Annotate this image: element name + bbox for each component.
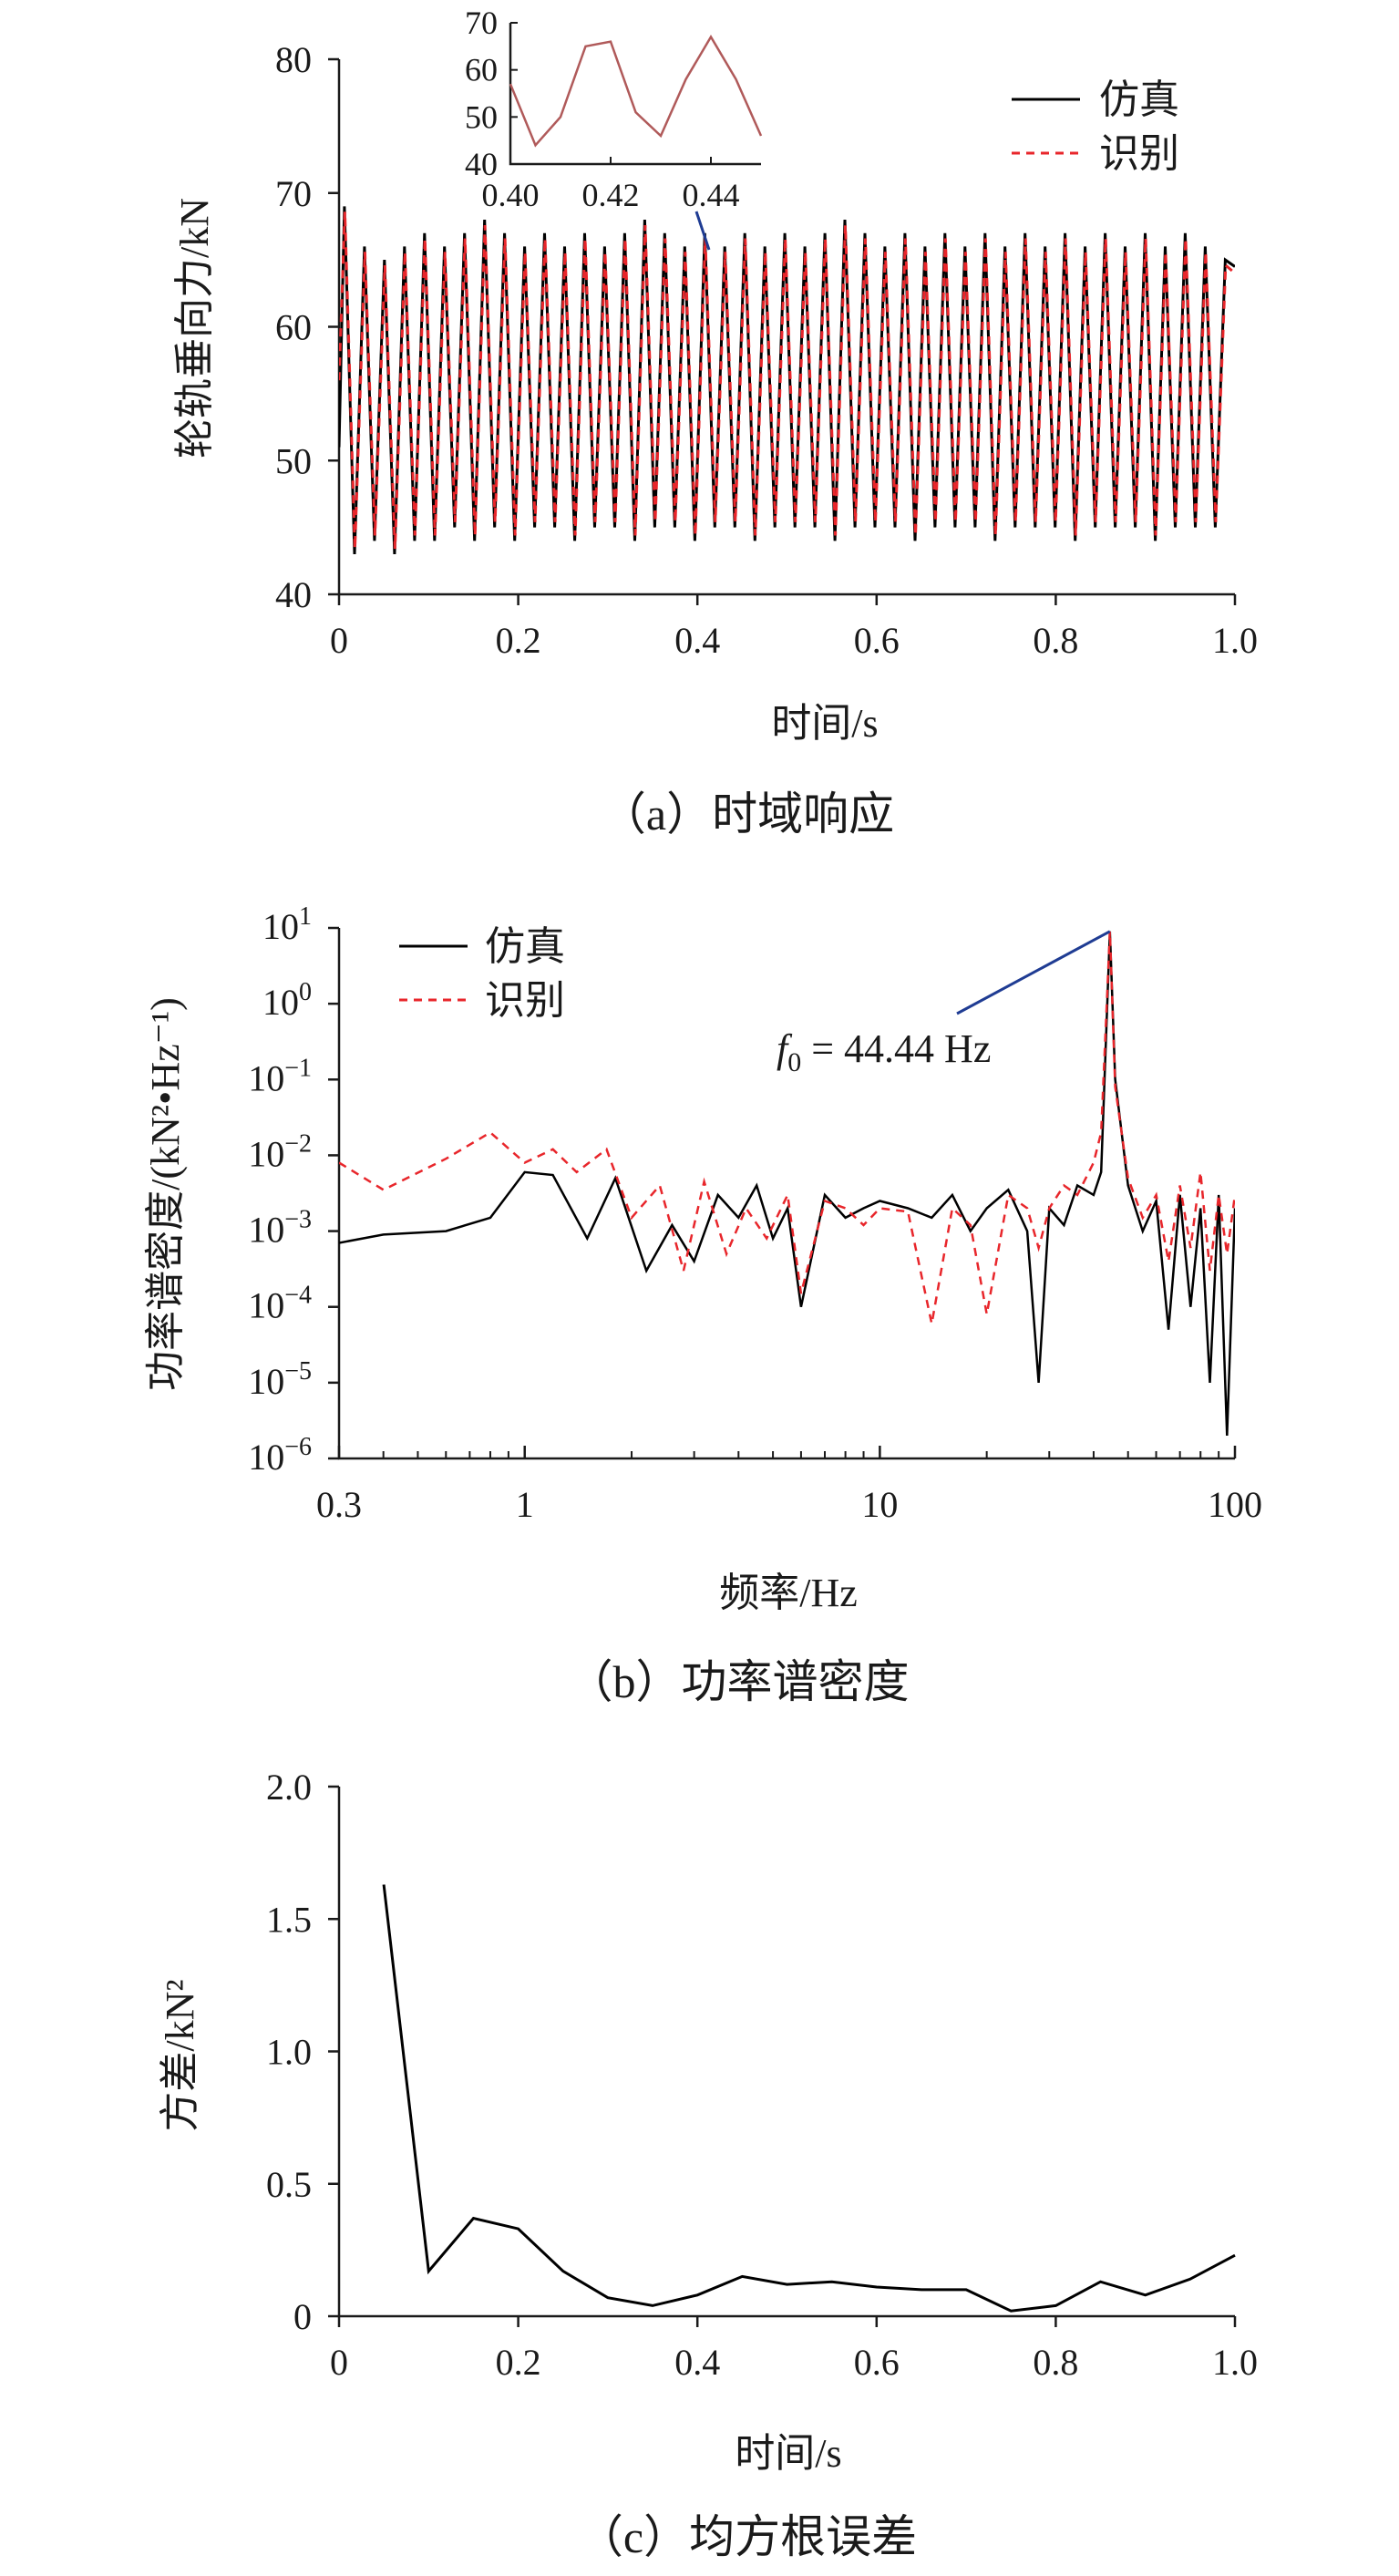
x-tick-label: 100 — [1208, 1484, 1262, 1525]
y-tick-exponent: −4 — [284, 1282, 312, 1310]
panel-a-caption: （a）时域响应 — [601, 788, 894, 840]
panel-c-xlabel: 时间/s — [735, 2431, 841, 2476]
x-tick-label: 0.2 — [496, 620, 541, 661]
y-tick-label: 100 — [262, 978, 312, 1023]
x-tick-label: 10 — [861, 1484, 898, 1525]
panel-a-inset-ticks: 0.40 0.42 0.44 40 50 60 70 — [465, 5, 740, 213]
y-tick-base: 10 — [262, 982, 299, 1023]
x-tick-label: 0.4 — [674, 2342, 720, 2383]
y-tick-label: 0.5 — [266, 2164, 312, 2205]
panel-b-peak-pointer — [956, 930, 1111, 1015]
x-tick-label: 0.8 — [1033, 2342, 1078, 2383]
panel-a-inset-pointer — [694, 211, 711, 251]
panel-a-inset: 0.40 0.42 0.44 40 50 60 70 — [465, 5, 763, 213]
inset-x-tick-label: 0.42 — [582, 177, 640, 213]
y-tick-label: 40 — [275, 574, 312, 615]
panel-c-ticks: 0 0.2 0.4 0.6 0.8 1.0 0 0.5 1.0 1.5 2.0 — [266, 1767, 1258, 2383]
y-tick-label: 10−2 — [248, 1129, 312, 1174]
panel-c: 0 0.2 0.4 0.6 0.8 1.0 0 0.5 1.0 1.5 2.0 时间/s 方差/kN… — [158, 1767, 1258, 2562]
legend-b-simulation-label: 仿真 — [485, 924, 565, 969]
panel-b-legend: 仿真 识别 — [399, 924, 565, 1023]
panel-a-axes — [337, 59, 1235, 596]
y-tick-label: 10−6 — [248, 1433, 312, 1478]
x-tick-label: 1 — [516, 1484, 534, 1525]
panel-a-inset-series — [509, 35, 763, 148]
x-tick-label: 0.6 — [854, 2342, 900, 2383]
y-tick-exponent: −5 — [284, 1357, 312, 1386]
panel-b-series-simulation — [339, 931, 1235, 1437]
y-tick-exponent: 0 — [299, 978, 312, 1006]
inset-y-tick-label: 70 — [465, 5, 498, 41]
inset-y-tick-label: 40 — [465, 146, 498, 182]
panel-a-ylabel: 轮轨垂向力/kN — [172, 198, 217, 459]
y-tick-exponent: −2 — [284, 1129, 312, 1158]
panel-b-peak-annotation: f0 = 44.44 Hz — [777, 1026, 991, 1077]
y-tick-label: 10−4 — [248, 1282, 312, 1326]
y-tick-label: 10−3 — [248, 1206, 312, 1251]
y-tick-label: 60 — [275, 307, 312, 348]
panel-b: 0.3 1 10 10010110010−110−210−310−410−510−6 … — [143, 902, 1262, 1707]
x-tick-label: 0.6 — [854, 620, 900, 661]
x-tick-label: 1.0 — [1212, 620, 1258, 661]
y-tick-label: 2.0 — [266, 1767, 312, 1808]
y-tick-exponent: −6 — [284, 1433, 312, 1461]
y-tick-exponent: −1 — [284, 1054, 312, 1082]
y-tick-label: 1.5 — [266, 1899, 312, 1940]
panel-b-series-identified — [339, 931, 1235, 1324]
x-tick-label: 0 — [330, 2342, 348, 2383]
annotation-subscript: 0 — [787, 1047, 801, 1077]
panel-b-ylabel: 功率谱密度/(kN²•Hz⁻¹) — [143, 997, 188, 1391]
y-tick-base: 10 — [248, 1057, 284, 1098]
y-tick-base: 10 — [248, 1210, 284, 1251]
panel-a-series-simulation — [339, 206, 1235, 555]
inset-y-tick-label: 50 — [465, 98, 498, 135]
y-tick-exponent: 1 — [299, 902, 312, 931]
x-tick-label: 0.4 — [674, 620, 720, 661]
panel-c-caption: （c）均方根误差 — [578, 2511, 917, 2562]
panel-a-xlabel: 时间/s — [771, 701, 878, 746]
panel-b-axes — [337, 928, 1235, 1460]
y-tick-exponent: −3 — [284, 1206, 312, 1234]
y-tick-base: 10 — [248, 1133, 284, 1174]
y-tick-base: 10 — [248, 1437, 284, 1478]
x-tick-label: 0 — [330, 620, 348, 661]
y-tick-base: 10 — [248, 1285, 284, 1326]
x-tick-label: 0.3 — [316, 1484, 362, 1525]
inset-x-tick-label: 0.40 — [482, 177, 540, 213]
y-tick-label: 50 — [275, 440, 312, 481]
y-tick-label: 0 — [293, 2296, 312, 2337]
panel-a-series-identified — [339, 211, 1235, 550]
panel-c-series — [382, 1884, 1236, 2313]
inset-x-tick-label: 0.44 — [683, 177, 740, 213]
x-tick-label: 1.0 — [1212, 2342, 1258, 2383]
x-tick-label: 0.2 — [496, 2342, 541, 2383]
legend-b-identified-label: 识别 — [485, 978, 565, 1023]
panel-a-ticks: 0 0.2 0.4 0.6 0.8 1.0 40 50 60 70 80 — [275, 39, 1258, 661]
panel-c-ylabel: 方差/kN² — [158, 1979, 202, 2131]
x-tick-label: 0.8 — [1033, 620, 1078, 661]
panel-a-legend: 仿真 识别 — [1012, 77, 1179, 176]
y-tick-label: 10−5 — [248, 1357, 312, 1402]
panel-a-inset-axes — [509, 23, 761, 166]
panel-b-caption: （b）功率谱密度 — [568, 1656, 910, 1707]
y-tick-label: 80 — [275, 39, 312, 80]
panel-c-axes — [337, 1787, 1235, 2318]
y-tick-label: 101 — [262, 902, 312, 947]
y-tick-label: 70 — [275, 173, 312, 214]
y-tick-label: 10−1 — [248, 1054, 312, 1098]
y-tick-label: 1.0 — [266, 2032, 312, 2073]
panel-a: 0 0.2 0.4 0.6 0.8 1.0 40 50 60 70 80 时间/s 轮轨垂向力/kN… — [172, 5, 1258, 840]
panel-b-xlabel: 频率/Hz — [719, 1571, 858, 1615]
inset-y-tick-label: 60 — [465, 52, 498, 88]
y-tick-base: 10 — [248, 1361, 284, 1402]
legend-a-identified-label: 识别 — [1099, 131, 1179, 176]
annotation-value: = 44.44 Hz — [801, 1026, 991, 1071]
legend-a-simulation-label: 仿真 — [1099, 77, 1179, 122]
y-tick-base: 10 — [262, 906, 299, 947]
